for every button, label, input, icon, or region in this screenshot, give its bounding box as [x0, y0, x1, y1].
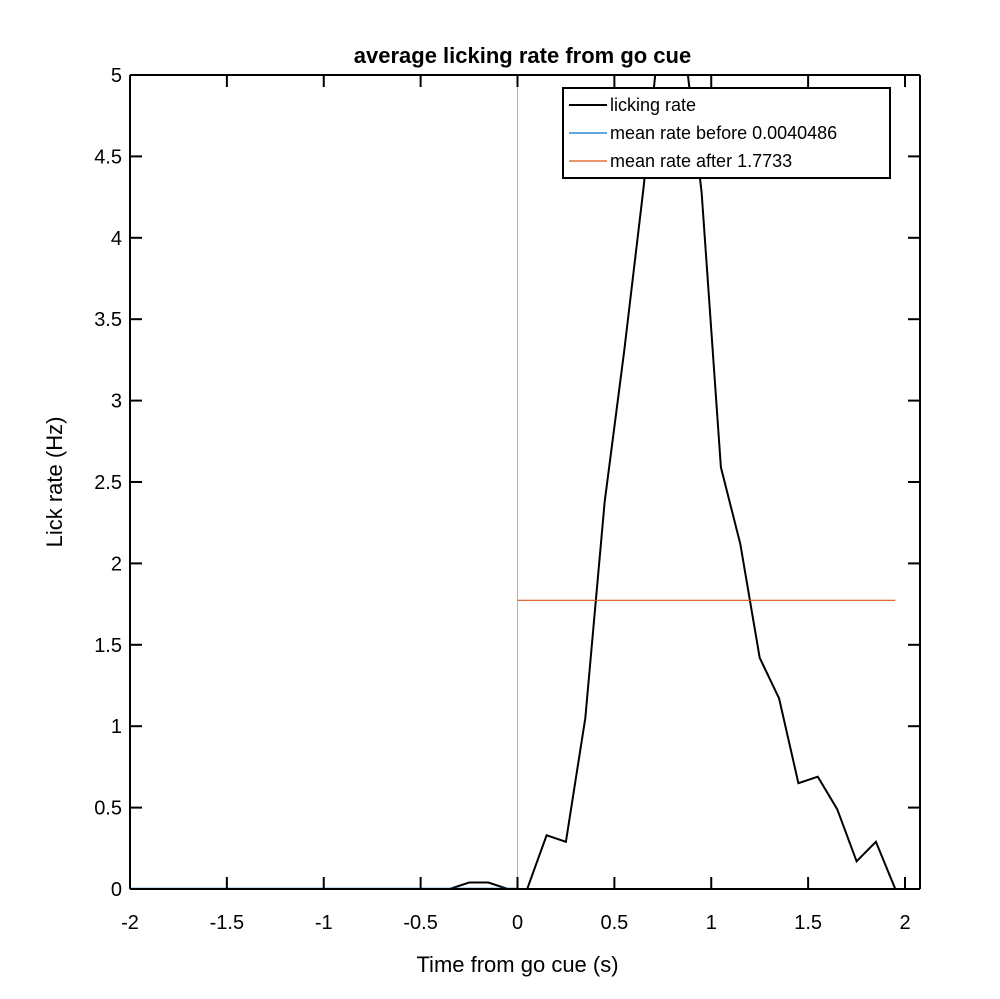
- legend-entry-licking-rate: licking rate: [610, 95, 696, 115]
- legend-entry-mean-after: mean rate after 1.7733: [610, 151, 792, 171]
- legend-box: [562, 87, 891, 179]
- legend: licking rate mean rate before 0.0040486 me…: [562, 87, 891, 179]
- y-tick-label: 2.5: [94, 472, 122, 494]
- y-tick-label: 4.5: [94, 146, 122, 168]
- y-tick-label: 5: [111, 65, 122, 87]
- x-tick-label: -1: [315, 912, 333, 934]
- legend-entry-mean-before: mean rate before 0.0040486: [610, 123, 837, 143]
- x-tick-label: 0: [512, 912, 523, 934]
- y-tick-label: 3: [111, 391, 122, 413]
- y-tick-label: 0: [111, 879, 122, 901]
- x-axis-label: Time from go cue (s): [416, 952, 618, 977]
- x-tick-label: 2: [899, 912, 910, 934]
- y-tick-label: 4: [111, 228, 122, 250]
- chart-title: average licking rate from go cue: [354, 43, 691, 68]
- x-tick-label: -2: [121, 912, 139, 934]
- licking-rate-line: [130, 75, 897, 889]
- y-tick-label: 1: [111, 716, 122, 738]
- axes-group: -2 -1.5 -1 -0.5 0 0.5 1 1.5 2 0 0.5 1 1.5 2 2.5 3 3.5 4 4.…: [94, 65, 921, 934]
- y-axis-label: Lick rate (Hz): [42, 417, 67, 548]
- x-tick-label: 0.5: [600, 912, 628, 934]
- x-tick-label: 1: [706, 912, 717, 934]
- y-tick-label: 0.5: [94, 798, 122, 820]
- y-tick-label: 2: [111, 553, 122, 575]
- x-tick-label: -0.5: [403, 912, 437, 934]
- x-tick-label: 1.5: [794, 912, 822, 934]
- y-tick-label: 1.5: [94, 635, 122, 657]
- y-tick-label: 3.5: [94, 309, 122, 331]
- x-tick-label: -1.5: [210, 912, 244, 934]
